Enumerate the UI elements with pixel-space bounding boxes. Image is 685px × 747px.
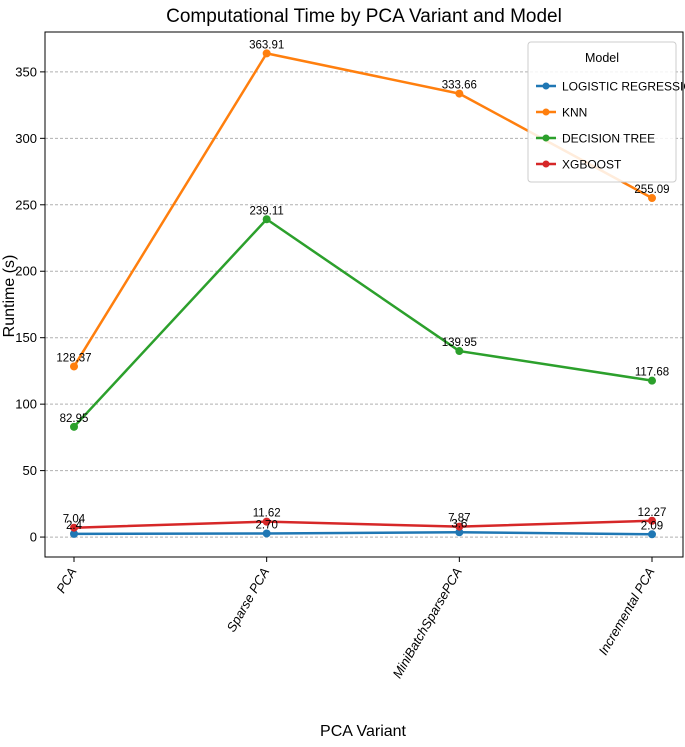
data-point xyxy=(262,529,271,538)
y-tick-label: 300 xyxy=(15,131,37,146)
legend-label: DECISION TREE xyxy=(562,132,655,146)
y-tick-label: 0 xyxy=(30,530,37,545)
x-tick-label: Incremental PCA xyxy=(595,565,657,658)
series-line xyxy=(73,519,653,529)
legend: Model LOGISTIC REGRESSION KNN DECISION TREE… xyxy=(527,41,685,183)
data-point xyxy=(70,523,78,532)
data-label: 7.04 xyxy=(63,514,86,526)
data-label: 239.11 xyxy=(250,205,284,217)
data-point xyxy=(455,89,464,98)
data-label: 255.09 xyxy=(634,184,669,196)
data-label: 7.87 xyxy=(448,513,470,525)
data-point xyxy=(262,215,271,224)
legend-label: LOGISTIC REGRESSION xyxy=(562,80,685,94)
data-label: 139.95 xyxy=(442,337,477,349)
data-label: 2.70 xyxy=(255,519,277,531)
y-tick-label: 50 xyxy=(23,463,37,478)
chart-title: Computational Time by PCA Variant and Mo… xyxy=(166,6,562,27)
legend-swatch-marker xyxy=(542,134,550,142)
legend-label: XGBOOST xyxy=(562,158,622,172)
data-point xyxy=(70,529,78,538)
legend-box xyxy=(527,41,677,183)
data-point xyxy=(455,347,464,356)
data-point xyxy=(455,528,464,537)
y-tick-label: 200 xyxy=(15,264,37,279)
data-label: 2.4 xyxy=(66,520,83,532)
y-tick-label: 350 xyxy=(15,64,37,79)
series-line xyxy=(73,218,653,428)
data-label: 128.37 xyxy=(56,352,91,364)
data-point xyxy=(262,49,271,58)
plot-frame xyxy=(44,31,684,558)
y-tick-label: 250 xyxy=(15,197,37,212)
data-point xyxy=(455,522,464,531)
x-axis-label: PCA Variant xyxy=(320,723,407,740)
legend-title: Model xyxy=(585,51,619,65)
data-point xyxy=(648,376,656,385)
data-label: 2.09 xyxy=(641,520,663,532)
data-label: 117.68 xyxy=(635,367,669,379)
legend-swatch-marker xyxy=(542,108,550,116)
y-tick-label: 100 xyxy=(15,397,37,412)
data-point xyxy=(648,194,656,203)
data-label: 363.91 xyxy=(249,39,284,51)
data-point xyxy=(648,530,656,539)
data-label: 3.6 xyxy=(451,518,467,530)
legend-swatch-marker xyxy=(542,82,550,90)
y-tick-label: 150 xyxy=(15,330,37,345)
series-line xyxy=(73,531,653,536)
data-label: 12.27 xyxy=(638,507,667,519)
x-tick-label: MiniBatchSparsePCA xyxy=(389,565,464,681)
data-label: 82.95 xyxy=(60,413,89,425)
data-label: 333.66 xyxy=(442,80,477,92)
data-point xyxy=(70,362,78,371)
x-tick-label: Sparse PCA xyxy=(224,565,273,634)
legend-label: KNN xyxy=(562,106,587,120)
data-point xyxy=(262,517,271,526)
data-labels: 2.4 2.70 3.6 2.09 128.37 363.91 333.66 255.09 82… xyxy=(56,39,669,532)
x-tick-label: PCA xyxy=(53,565,79,596)
y-axis-label: Runtime (s) xyxy=(1,255,18,338)
legend-swatch-marker xyxy=(542,160,550,168)
data-point xyxy=(70,422,78,431)
data-point xyxy=(648,516,656,525)
data-label: 11.62 xyxy=(253,508,281,520)
